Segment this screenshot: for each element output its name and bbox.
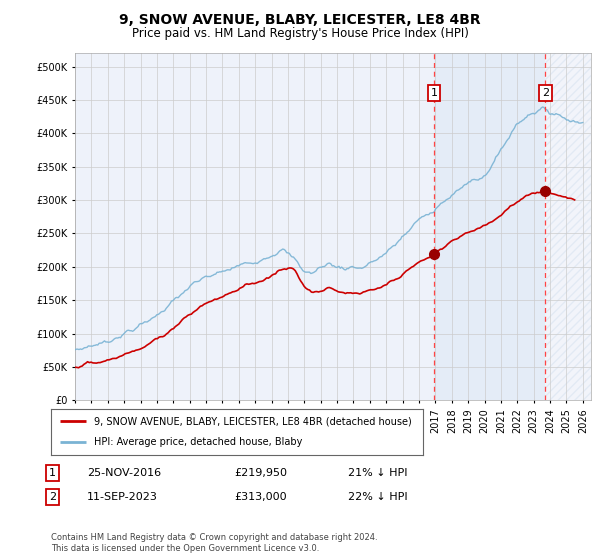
Text: £219,950: £219,950	[234, 468, 287, 478]
Text: 11-SEP-2023: 11-SEP-2023	[87, 492, 158, 502]
Text: 1: 1	[49, 468, 56, 478]
Text: 9, SNOW AVENUE, BLABY, LEICESTER, LE8 4BR: 9, SNOW AVENUE, BLABY, LEICESTER, LE8 4B…	[119, 13, 481, 27]
Bar	[434, 53, 545, 400]
Bar	[545, 53, 591, 400]
Text: Contains HM Land Registry data © Crown copyright and database right 2024.
This d: Contains HM Land Registry data © Crown c…	[51, 533, 377, 553]
Text: 1: 1	[431, 88, 437, 98]
Text: HPI: Average price, detached house, Blaby: HPI: Average price, detached house, Blab…	[94, 437, 302, 447]
Bar	[545, 53, 591, 400]
Text: 2: 2	[542, 88, 549, 98]
Text: 21% ↓ HPI: 21% ↓ HPI	[348, 468, 407, 478]
Bar	[545, 53, 591, 400]
Text: Price paid vs. HM Land Registry's House Price Index (HPI): Price paid vs. HM Land Registry's House …	[131, 27, 469, 40]
Text: 22% ↓ HPI: 22% ↓ HPI	[348, 492, 407, 502]
Text: £313,000: £313,000	[234, 492, 287, 502]
Text: 25-NOV-2016: 25-NOV-2016	[87, 468, 161, 478]
Text: 9, SNOW AVENUE, BLABY, LEICESTER, LE8 4BR (detached house): 9, SNOW AVENUE, BLABY, LEICESTER, LE8 4B…	[94, 416, 412, 426]
Text: 2: 2	[49, 492, 56, 502]
